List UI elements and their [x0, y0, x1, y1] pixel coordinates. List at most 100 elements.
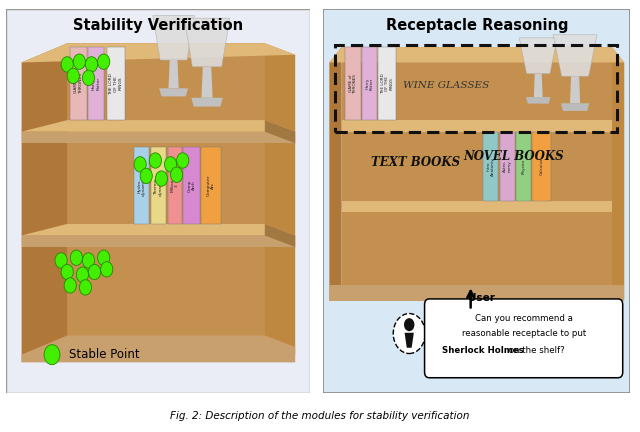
Circle shape [88, 264, 100, 280]
Polygon shape [612, 47, 624, 301]
Polygon shape [168, 147, 182, 224]
Polygon shape [330, 47, 624, 63]
Polygon shape [534, 73, 543, 97]
Polygon shape [483, 132, 499, 201]
Circle shape [393, 314, 425, 353]
Text: Stable Point: Stable Point [68, 348, 140, 361]
Text: Harry
Potter: Harry Potter [365, 77, 373, 90]
Polygon shape [202, 67, 212, 98]
Text: WINE GLASSES: WINE GLASSES [403, 81, 489, 90]
Polygon shape [6, 9, 310, 393]
Circle shape [61, 264, 73, 280]
Polygon shape [22, 224, 295, 235]
Polygon shape [323, 9, 630, 393]
Text: Stability Verification: Stability Verification [74, 18, 243, 33]
Circle shape [79, 280, 92, 295]
Polygon shape [22, 43, 295, 63]
Circle shape [67, 68, 79, 84]
Text: GAME of
THRONES: GAME of THRONES [74, 73, 83, 94]
Circle shape [70, 250, 83, 266]
Text: Astro-
nomy: Astro- nomy [503, 160, 511, 172]
Circle shape [44, 345, 60, 365]
Polygon shape [404, 333, 414, 348]
Text: Computer
Arc: Computer Arc [207, 175, 215, 196]
Polygon shape [22, 120, 295, 132]
Text: Milton
3: Milton 3 [171, 179, 179, 192]
Polygon shape [67, 43, 265, 343]
Circle shape [86, 57, 98, 72]
Polygon shape [526, 97, 550, 104]
Polygon shape [22, 43, 67, 362]
Text: Physics: Physics [522, 159, 525, 174]
Polygon shape [342, 47, 612, 286]
Circle shape [55, 253, 67, 268]
Polygon shape [330, 47, 342, 301]
Circle shape [76, 267, 88, 283]
Polygon shape [191, 98, 223, 107]
Polygon shape [532, 132, 550, 201]
Polygon shape [153, 16, 195, 60]
Polygon shape [265, 120, 295, 143]
Text: TEXT BOOKS: TEXT BOOKS [371, 156, 460, 169]
Circle shape [61, 57, 73, 72]
Polygon shape [184, 18, 230, 67]
Polygon shape [151, 147, 166, 224]
Text: Harry
Potter: Harry Potter [92, 77, 100, 90]
Circle shape [98, 54, 110, 70]
Text: Sherlock Holmes: Sherlock Holmes [442, 346, 524, 355]
Polygon shape [362, 47, 377, 120]
Text: Receptacle Reasoning: Receptacle Reasoning [385, 18, 568, 33]
Circle shape [83, 70, 95, 86]
Polygon shape [342, 201, 612, 213]
Polygon shape [22, 335, 295, 362]
Polygon shape [265, 224, 295, 247]
Text: Comp
Arch: Comp Arch [188, 179, 196, 192]
Text: Hydro-
dynamics: Hydro- dynamics [138, 175, 146, 196]
Text: GAME of
THRONES: GAME of THRONES [349, 74, 357, 94]
Circle shape [64, 278, 76, 293]
Polygon shape [330, 286, 624, 301]
Polygon shape [561, 103, 589, 111]
Text: Can you recommend a: Can you recommend a [476, 314, 573, 323]
Text: NOVEL BOOKS: NOVEL BOOKS [463, 150, 564, 163]
Polygon shape [516, 132, 531, 201]
Text: Intro
Anatomy: Intro Anatomy [486, 157, 495, 176]
Polygon shape [134, 147, 149, 224]
Polygon shape [265, 43, 295, 355]
Circle shape [83, 253, 95, 268]
Circle shape [404, 318, 415, 331]
Text: THE LORD
OF THE
RINGS: THE LORD OF THE RINGS [109, 73, 122, 95]
Polygon shape [570, 76, 580, 103]
Polygon shape [519, 38, 557, 73]
Polygon shape [70, 47, 87, 120]
Text: THE LORD
OF THE
RINGS: THE LORD OF THE RINGS [381, 73, 394, 94]
Circle shape [140, 168, 152, 184]
Text: reasonable receptacle to put: reasonable receptacle to put [462, 329, 586, 338]
Circle shape [134, 157, 147, 172]
Polygon shape [88, 47, 104, 120]
Polygon shape [342, 120, 612, 132]
Polygon shape [500, 132, 515, 201]
Text: on the shelf?: on the shelf? [506, 346, 564, 355]
Text: Calculus: Calculus [540, 158, 543, 175]
Circle shape [164, 157, 177, 172]
Polygon shape [159, 88, 188, 96]
Polygon shape [107, 47, 125, 120]
Polygon shape [553, 35, 597, 76]
Polygon shape [183, 147, 200, 224]
Text: User: User [468, 293, 495, 303]
Circle shape [98, 250, 110, 266]
Polygon shape [22, 235, 295, 247]
Polygon shape [345, 47, 361, 120]
Polygon shape [168, 60, 179, 88]
Circle shape [170, 167, 183, 182]
Text: Fig. 2: Description of the modules for stability verification: Fig. 2: Description of the modules for s… [170, 411, 470, 421]
Circle shape [73, 54, 86, 70]
Circle shape [149, 153, 161, 168]
Circle shape [100, 262, 113, 277]
Circle shape [177, 153, 189, 168]
Polygon shape [378, 47, 396, 120]
Polygon shape [201, 147, 221, 224]
Polygon shape [22, 132, 295, 143]
Text: Thermo-
dynamics: Thermo- dynamics [154, 175, 163, 196]
